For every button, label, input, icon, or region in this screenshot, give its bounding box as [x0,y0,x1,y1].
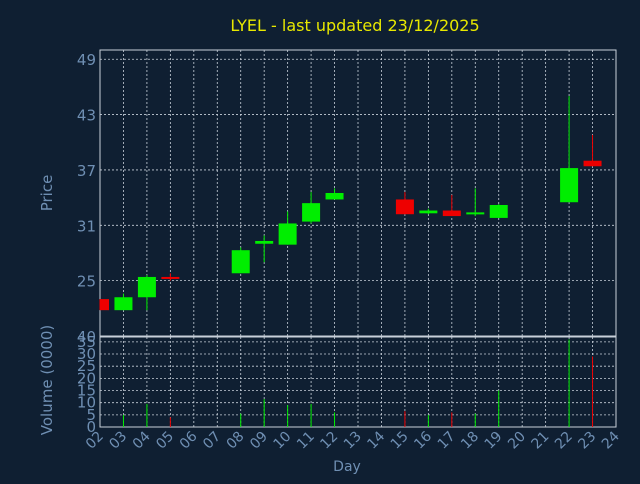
volume-tick-label: 15 [77,382,96,400]
x-tick-label: 24 [599,428,623,452]
x-tick-label: 22 [552,429,576,453]
candle-body [302,203,321,222]
x-tick-label: 13 [341,429,365,453]
candle-body [100,299,109,311]
candle-body [255,240,274,244]
volume-tick-label: 10 [77,394,96,412]
candle-body [114,297,133,311]
price-tick-label: 31 [77,217,96,235]
volume-tick-label: 20 [77,369,96,387]
volume-top-label: 40 [77,328,96,346]
x-tick-label: 03 [106,429,130,453]
x-tick-label: 23 [575,429,599,453]
x-tick-label: 20 [505,429,529,453]
x-tick-label: 21 [529,429,553,453]
x-tick-label: 14 [364,428,388,452]
x-tick-label: 18 [458,429,482,453]
candle-body [278,223,297,245]
candle-body [231,250,250,274]
x-tick-label: 17 [435,429,459,453]
price-tick-label: 25 [77,273,96,291]
x-tick-label: 07 [200,429,224,453]
price-tick-label: 43 [77,107,96,125]
candle-body [560,168,579,203]
volume-grid [99,336,617,428]
candle-body [489,204,508,218]
x-tick-label: 16 [411,428,435,452]
x-tick-label: 04 [130,428,154,452]
volume-axis-label: Volume (0000) [38,325,56,435]
x-tick-label: 11 [294,429,318,453]
candle-body [325,193,344,200]
volume-tick-label: 30 [77,345,96,363]
x-tick-label: 09 [247,429,271,453]
x-tick-label: 12 [317,429,341,453]
volume-tick-label: 35 [77,333,96,351]
volume-tick-label: 25 [77,357,96,375]
x-tick-label: 06 [177,428,201,452]
x-tick-label: 15 [388,429,412,453]
x-axis-label: Day [333,459,361,475]
x-tick-label: 10 [271,429,295,453]
candle-body [466,212,485,215]
candle-body [419,210,438,214]
price-axis-label: Price [38,175,56,212]
price-plot-frame [99,49,617,337]
candle-body [161,276,180,279]
price-tick-label: 37 [77,162,96,180]
candle-body [583,160,602,167]
candles-layer [99,96,602,311]
candle-body [137,276,156,298]
axis-tick-labels: 02 03 04 05 06 07 08 09 10 11 12 13 14 15 16 17 18 19 20 21… [77,51,623,452]
x-tick-label: 19 [482,429,506,453]
chart-title: LYEL - last updated 23/12/2025 [230,16,479,35]
x-tick-label: 08 [224,429,248,453]
candle-body [442,210,461,217]
price-tick-label: 49 [77,51,96,69]
volume-tick-label: 0 [86,418,96,436]
volume-tick-label: 5 [86,406,96,424]
candle-body [395,199,414,215]
price-grid [99,49,617,337]
volume-bars-layer [122,339,594,427]
x-tick-label: 05 [153,429,177,453]
